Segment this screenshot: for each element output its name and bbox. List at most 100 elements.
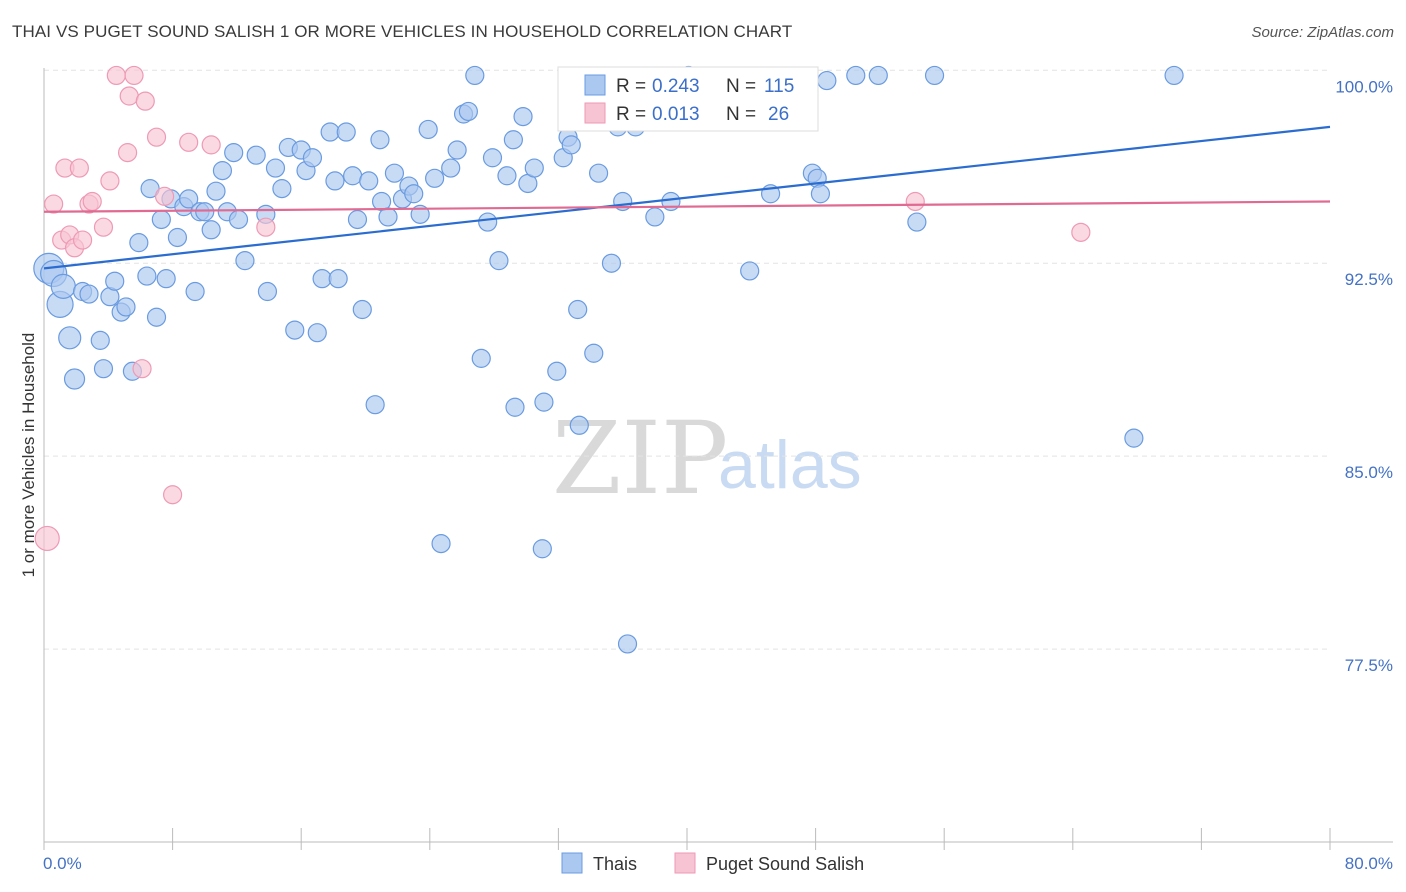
point-salish-25	[1071, 222, 1091, 242]
point-salish-9	[82, 191, 102, 212]
point-salish-13	[117, 143, 138, 163]
point-thais-55	[365, 395, 385, 415]
point-thais-62	[404, 184, 424, 204]
point-thais-9	[93, 359, 114, 379]
point-thais-51	[343, 166, 363, 186]
point-thais-89	[569, 415, 589, 435]
point-thais-71	[465, 65, 485, 86]
point-salish-15	[124, 65, 144, 86]
x-tick-label-right: 80.0%	[1345, 854, 1393, 873]
point-salish-10	[93, 217, 114, 237]
point-thais-66	[431, 534, 451, 554]
legend-n-label-salish: N =	[726, 104, 756, 125]
point-thais-53	[352, 299, 372, 320]
point-thais-87	[561, 135, 581, 155]
point-thais-54	[359, 171, 379, 191]
chart-title: THAI VS PUGET SOUND SALISH 1 OR MORE VEH…	[12, 22, 793, 41]
point-thais-108	[907, 212, 927, 232]
series-legend: Thais Puget Sound Salish	[561, 852, 864, 874]
point-thais-28	[201, 220, 221, 240]
point-thais-30	[212, 161, 233, 181]
point-thais-79	[513, 106, 533, 127]
point-thais-34	[235, 251, 255, 271]
y-tick-label-3: 77.5%	[1345, 656, 1393, 675]
point-thais-15	[129, 233, 149, 253]
source-label: Source: ZipAtlas.com	[1251, 24, 1394, 41]
point-salish-18	[146, 127, 167, 147]
legend-r-value-salish: 0.013	[652, 104, 700, 125]
point-thais-83	[534, 392, 554, 412]
point-thais-72	[471, 348, 491, 368]
bottom-legend-swatch-salish	[674, 852, 696, 874]
point-salish-17	[135, 91, 155, 111]
point-salish-0	[34, 525, 60, 552]
point-salish-1	[44, 194, 64, 214]
point-thais-44	[302, 148, 323, 168]
data-points	[33, 65, 1184, 654]
point-salish-12	[106, 65, 126, 86]
bottom-legend-label-salish: Puget Sound Salish	[706, 854, 864, 874]
y-tick-label-2: 85.0%	[1345, 463, 1393, 482]
legend-r-label-salish: R =	[616, 104, 646, 125]
point-thais-46	[312, 269, 332, 289]
point-thais-67	[441, 158, 461, 178]
point-thais-92	[601, 253, 622, 273]
legend-n-value-thais: 115	[764, 76, 794, 97]
point-thais-56	[370, 130, 390, 150]
point-thais-47	[320, 122, 340, 142]
point-thais-49	[328, 269, 348, 289]
legend-n-value-salish: 26	[768, 104, 789, 125]
trend-line-thais	[43, 125, 1331, 270]
point-thais-5	[63, 368, 86, 390]
point-thais-8	[90, 330, 110, 350]
point-thais-32	[224, 143, 244, 163]
point-salish-22	[201, 135, 221, 155]
point-thais-104	[810, 184, 831, 204]
point-thais-29	[206, 181, 226, 201]
point-salish-11	[100, 171, 120, 191]
point-thais-59	[384, 163, 405, 183]
legend-swatch-salish	[584, 102, 606, 124]
point-thais-73	[478, 212, 498, 232]
point-thais-38	[265, 158, 286, 178]
point-thais-106	[846, 65, 866, 86]
point-salish-21	[179, 132, 199, 152]
trend-line-salish	[43, 200, 1331, 213]
point-thais-18	[146, 307, 167, 327]
stats-legend: R = 0.243 N = 115 R = 0.013 N = 26	[557, 66, 819, 132]
point-salish-16	[132, 359, 152, 379]
point-thais-52	[347, 209, 368, 230]
legend-r-label-thais: R =	[616, 76, 646, 97]
point-thais-91	[588, 163, 609, 183]
point-thais-7	[79, 284, 99, 304]
point-thais-109	[924, 65, 945, 86]
point-thais-25	[185, 281, 205, 302]
point-thais-37	[257, 281, 278, 302]
point-thais-105	[817, 70, 837, 91]
bottom-legend-swatch-thais	[561, 852, 583, 874]
point-thais-41	[285, 320, 305, 340]
point-thais-95	[617, 634, 638, 654]
point-thais-50	[336, 122, 356, 142]
point-thais-45	[307, 323, 327, 343]
y-tick-label-1: 92.5%	[1345, 270, 1393, 289]
point-salish-6	[69, 158, 89, 178]
point-thais-11	[105, 271, 125, 291]
point-thais-19	[151, 209, 171, 230]
point-salish-24	[905, 191, 925, 212]
y-axis-title: 1 or more Vehicles in Household	[19, 333, 38, 578]
y-tick-labels: 100.0% 92.5% 85.0% 77.5%	[1335, 77, 1393, 675]
point-thais-107	[868, 65, 888, 86]
point-thais-97	[645, 207, 665, 227]
point-thais-13	[116, 297, 136, 317]
point-thais-48	[325, 171, 345, 191]
point-thais-33	[228, 209, 249, 230]
point-thais-90	[584, 343, 604, 363]
point-thais-27	[195, 202, 215, 222]
bottom-legend-label-thais: Thais	[593, 854, 637, 874]
point-thais-70	[458, 101, 478, 122]
legend-n-label-thais: N =	[726, 76, 756, 97]
point-thais-58	[378, 207, 398, 227]
point-salish-23	[256, 217, 276, 237]
point-thais-100	[740, 261, 760, 281]
